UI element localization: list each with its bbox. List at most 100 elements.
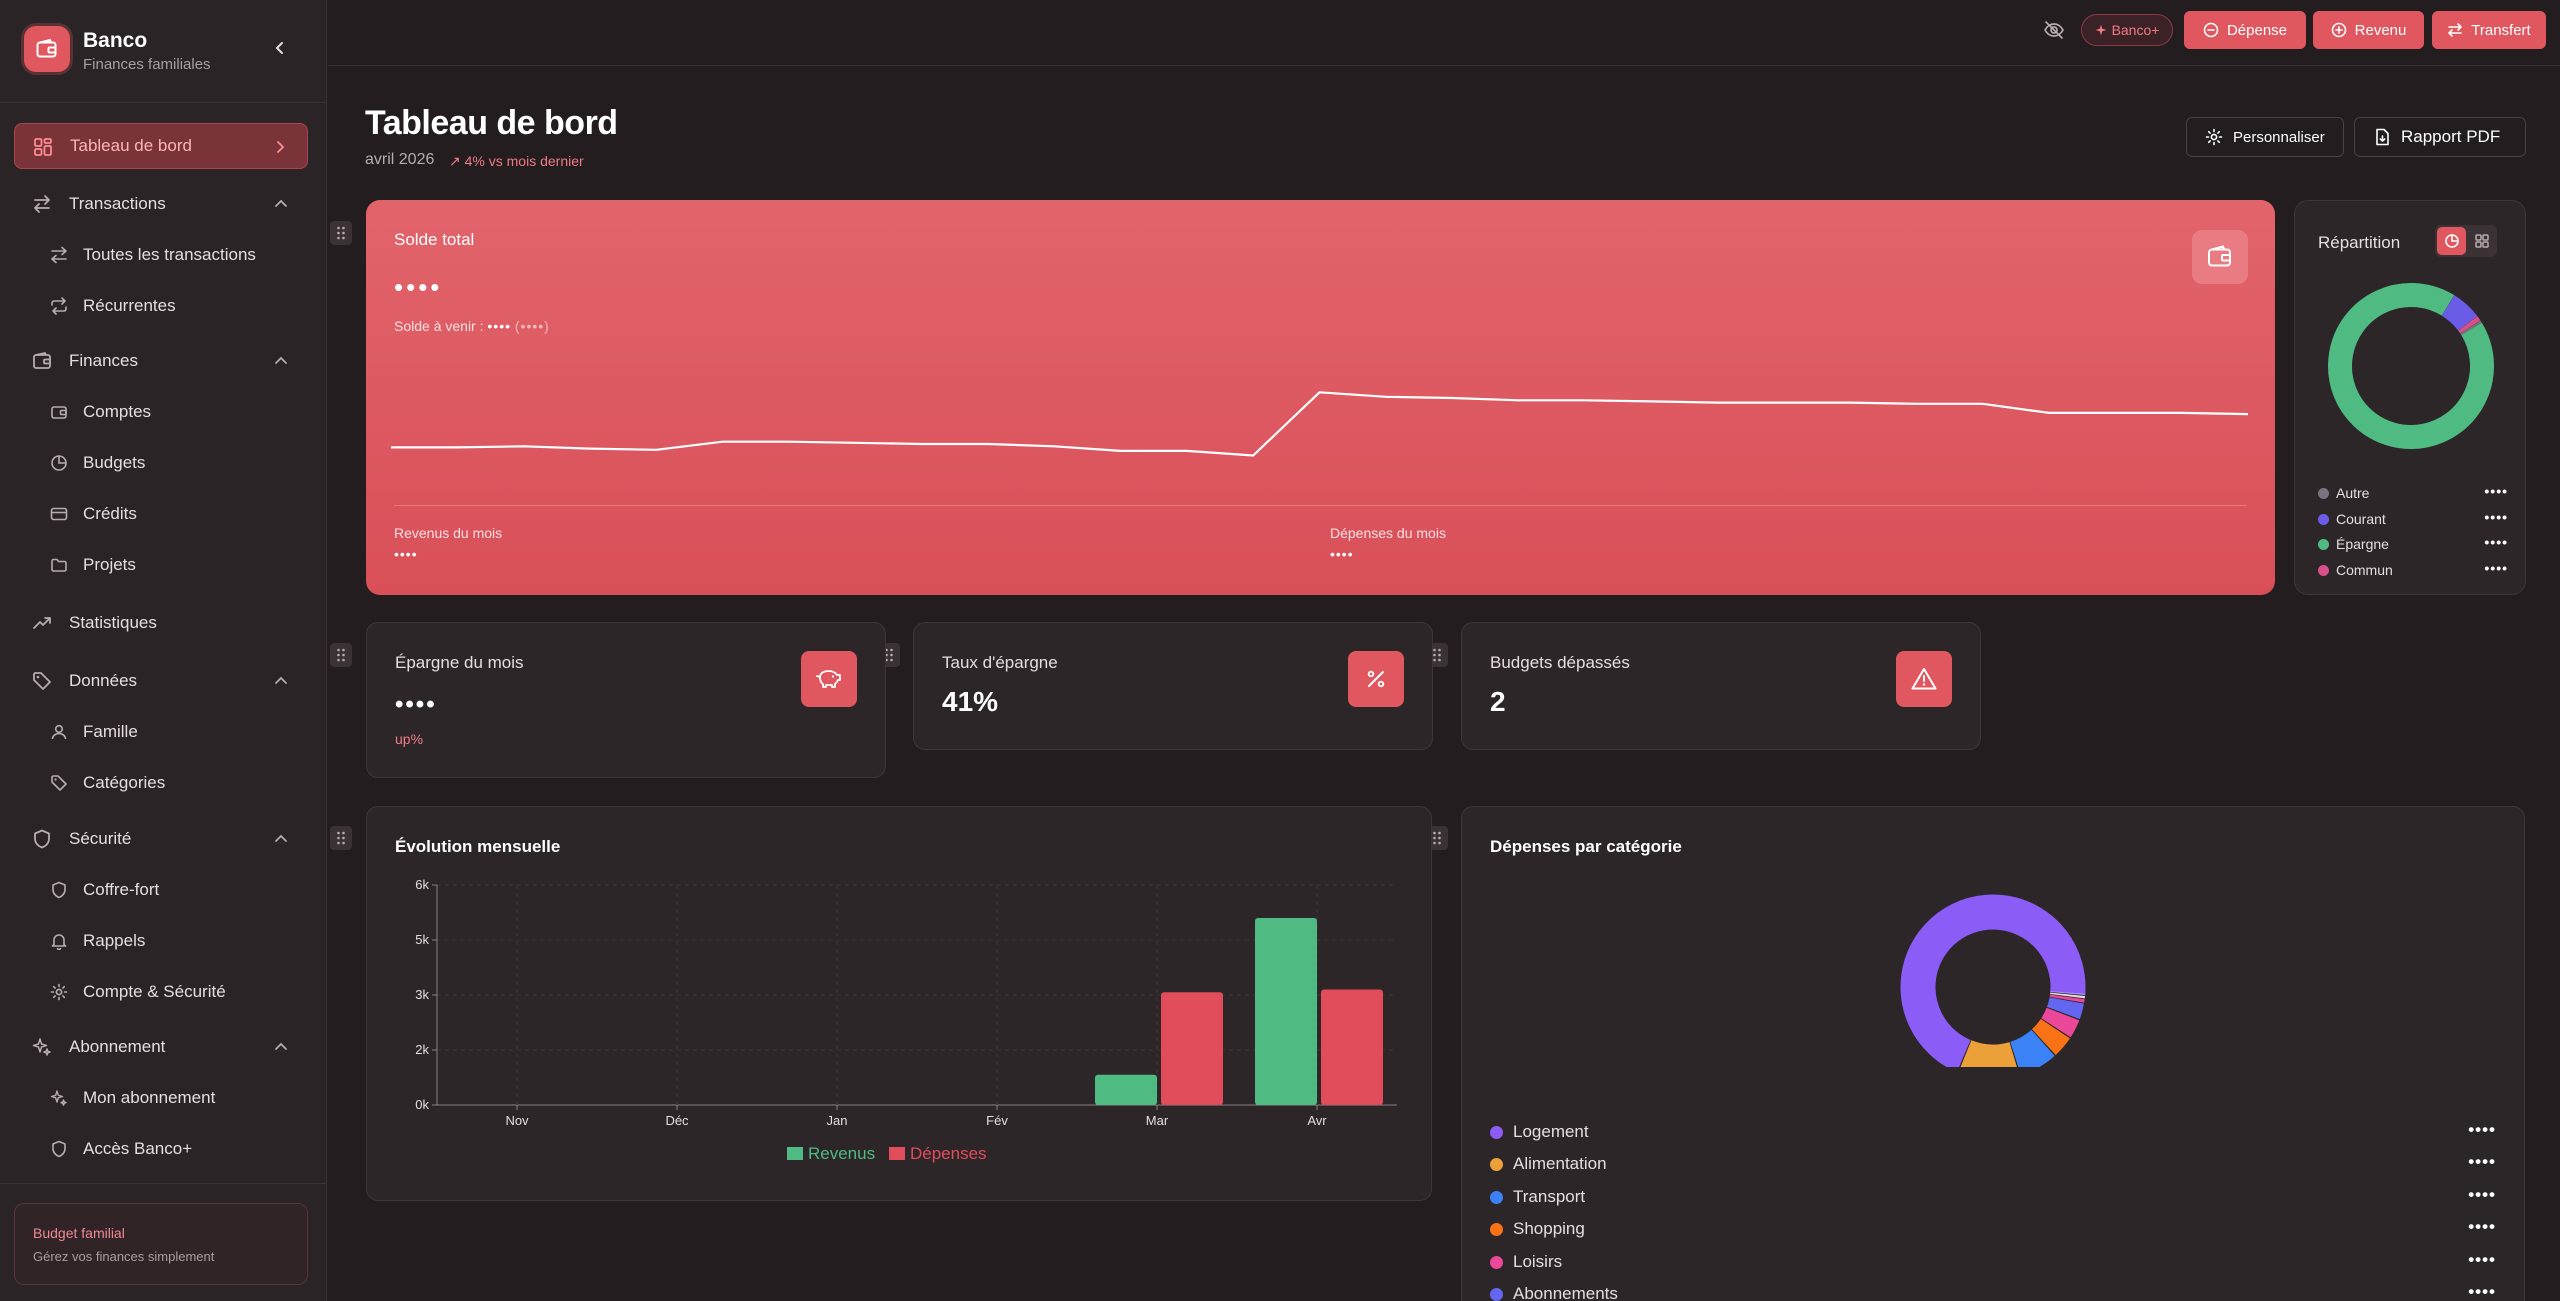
circle-minus-icon [2203, 22, 2219, 38]
brand-name: Banco [83, 29, 148, 52]
sidebar-group-label: Finances [69, 351, 138, 370]
savings-rate-title: Taux d'épargne [942, 653, 1058, 672]
chevron-right-icon [277, 141, 285, 153]
view-toggle [2435, 225, 2497, 257]
tag-icon [33, 672, 51, 690]
sidebar-item-projects[interactable]: Projets [36, 545, 308, 585]
legend-label: Alimentation [1513, 1154, 1607, 1174]
sidebar-item-my-subscription[interactable]: Mon abonnement [36, 1078, 308, 1118]
legend-label: Dépenses [910, 1144, 987, 1163]
wallet-icon [33, 351, 51, 369]
legend-item: Abonnements •••• [1490, 1282, 2496, 1301]
legend-item: Transport •••• [1490, 1185, 2496, 1208]
sidebar-group-security[interactable]: Sécurité [14, 816, 308, 862]
grid-view-button[interactable] [2467, 227, 2496, 255]
donut-slice-abonnements [2046, 996, 2084, 1020]
month-income-value: •••• [394, 546, 418, 562]
chevron-up-icon [275, 676, 287, 684]
bar-dépenses-avr [1321, 989, 1383, 1105]
sidebar-item-statistics[interactable]: Statistiques [14, 600, 308, 646]
sidebar-item-recurring[interactable]: Récurrentes [36, 286, 308, 326]
sidebar-item-family[interactable]: Famille [36, 712, 308, 752]
month-trend-label: 4% vs mois dernier [464, 153, 584, 169]
legend-color-dot [2318, 539, 2329, 550]
drag-handle-icon[interactable] [330, 221, 352, 245]
savings-rate-card: Taux d'épargne 41% [913, 622, 1433, 750]
upcoming-balance-value: •••• [487, 318, 511, 334]
drag-handle-icon[interactable] [330, 826, 352, 850]
sidebar-item-label: Mon abonnement [83, 1088, 216, 1107]
hide-amounts-button[interactable] [2043, 19, 2067, 43]
chevron-up-icon [275, 1042, 287, 1050]
collapse-sidebar-button[interactable] [268, 36, 292, 60]
sidebar-item-budgets[interactable]: Budgets [36, 443, 308, 483]
add-expense-button[interactable]: Dépense [2184, 11, 2306, 49]
customize-button[interactable]: Personnaliser [2186, 117, 2344, 157]
balance-trend-line [391, 391, 2249, 457]
y-tick-label: 2k [415, 1042, 429, 1057]
sidebar-item-accounts[interactable]: Comptes [36, 392, 308, 432]
legend-label: Loisirs [1513, 1251, 1563, 1271]
sidebar-item-label: Toutes les transactions [83, 245, 256, 264]
grid-icon [2474, 234, 2489, 248]
trend-up-icon: ↗ [449, 153, 461, 169]
drag-handle-icon[interactable] [330, 643, 352, 667]
y-tick-label: 5k [415, 932, 429, 947]
total-balance-card: Solde total •••• Solde à venir : •••• (•… [366, 200, 2275, 595]
pie-chart-icon [51, 455, 67, 471]
sidebar-group-transactions[interactable]: Transactions [14, 181, 308, 227]
legend-value: •••• [2484, 508, 2508, 525]
tag-icon [51, 775, 67, 791]
upcoming-balance-label: Solde à venir : [394, 318, 484, 334]
expenses-by-category-title: Dépenses par catégorie [1490, 837, 1682, 856]
transfer-label: Transfert [2471, 21, 2531, 39]
expenses-by-category-card: Dépenses par catégorie Logement •••• Alime… [1461, 806, 2525, 1301]
legend-color-dot [1490, 1190, 1503, 1204]
legend-label: Logement [1513, 1122, 1589, 1141]
sidebar-item-label: Catégories [83, 773, 166, 792]
add-income-button[interactable]: Revenu [2313, 11, 2424, 49]
sidebar-group-label: Données [69, 671, 138, 690]
legend-label: Courant [2336, 510, 2386, 527]
balance-line [391, 391, 2249, 457]
legend-swatch [787, 1147, 803, 1160]
repartition-donut [2328, 283, 2494, 449]
legend-item: Commun •••• [2318, 560, 2508, 581]
legend-item: Shopping •••• [1490, 1217, 2496, 1240]
page-title: Tableau de bord [365, 104, 618, 142]
x-tick-label: Jan [827, 1113, 848, 1128]
top-bar: Banco+ Dépense Revenu Transfert [328, 0, 2560, 66]
sidebar-item-all-transactions[interactable]: Toutes les transactions [36, 235, 308, 275]
bar-revenus-mar [1095, 1074, 1157, 1105]
sidebar-item-account-security[interactable]: Compte & Sécurité [36, 972, 308, 1012]
pdf-report-button[interactable]: Rapport PDF [2354, 117, 2526, 157]
sidebar-item-reminders[interactable]: Rappels [36, 921, 308, 961]
user-icon [51, 724, 67, 740]
sidebar-group-finances[interactable]: Finances [14, 338, 308, 384]
sidebar-group-data[interactable]: Données [14, 658, 308, 704]
savings-card: Épargne du mois •••• up% [366, 622, 886, 778]
shield-icon [52, 1140, 66, 1158]
sidebar-item-categories[interactable]: Catégories [36, 763, 308, 803]
sidebar-item-label: Famille [83, 722, 138, 741]
chevron-up-icon [275, 199, 287, 207]
sidebar-item-dashboard[interactable]: Tableau de bord [14, 123, 308, 169]
pie-view-button[interactable] [2437, 227, 2466, 255]
circle-plus-icon [2331, 22, 2346, 38]
legend-color-dot [2318, 488, 2329, 499]
legend-value: •••• [2484, 534, 2508, 550]
month-expenses-label: Dépenses du mois [1330, 525, 1446, 541]
brand-subtitle: Finances familiales [83, 56, 211, 73]
sidebar-item-label: Projets [83, 555, 136, 574]
sidebar-group-subscription[interactable]: Abonnement [14, 1024, 308, 1070]
sidebar-item-banco-plus-access[interactable]: Accès Banco+ [36, 1129, 308, 1169]
sidebar-item-credits[interactable]: Crédits [36, 494, 308, 534]
budget-family-card: Budget familial Gérez vos finances simpl… [14, 1203, 308, 1285]
transfer-button[interactable]: Transfert [2432, 11, 2546, 49]
sidebar-item-vault[interactable]: Coffre-fort [36, 870, 308, 910]
sidebar-item-label: Comptes [83, 402, 152, 421]
month-income-label: Revenus du mois [394, 525, 503, 541]
legend-color-dot [1490, 1126, 1503, 1139]
divider [0, 102, 327, 103]
banco-plus-badge[interactable]: Banco+ [2081, 14, 2173, 46]
